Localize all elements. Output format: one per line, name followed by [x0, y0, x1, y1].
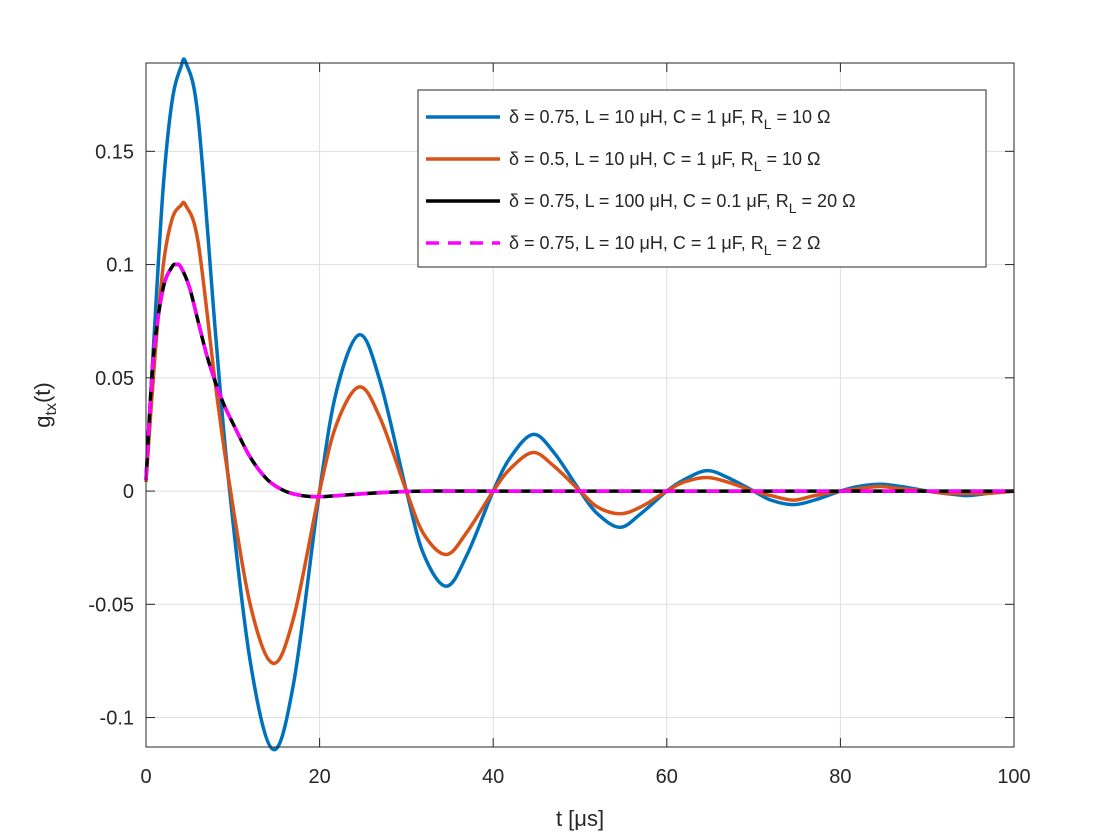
legend: δ = 0.75, L = 10 μH, C = 1 μF, RL = 10 Ω… — [417, 89, 987, 268]
series-layer — [144, 57, 1015, 752]
legend-label: δ = 0.75, L = 100 μH, C = 0.1 μF, RL = 2… — [509, 191, 856, 216]
y-tick-label: -0.05 — [88, 594, 134, 616]
legend-label-sub: L — [764, 242, 772, 258]
y-axis-label-post: (t) — [30, 382, 55, 403]
y-tick-label: 0.1 — [106, 255, 134, 277]
tick-labels: 0 20 40 60 80 100 -0.1 -0.05 0 0.05 0.1 0.15 — [88, 141, 1030, 788]
legend-label-sub: L — [764, 116, 772, 132]
axis-ticks — [145, 63, 1015, 747]
y-axis-label: gtx(t) — [30, 382, 60, 427]
x-tick-label: 40 — [482, 766, 504, 788]
legend-label-main: δ = 0.5, L = 10 μH, C = 1 μF, R — [509, 149, 754, 169]
x-tick-label: 20 — [308, 766, 330, 788]
y-tick-label: 0 — [123, 481, 134, 503]
legend-label-post: = 10 Ω — [762, 149, 821, 169]
legend-label-main: δ = 0.75, L = 100 μH, C = 0.1 μF, R — [509, 191, 789, 211]
legend-label-sub: L — [754, 158, 762, 174]
x-tick-label: 60 — [656, 766, 678, 788]
x-tick-label: 80 — [829, 766, 851, 788]
x-tick-label: 100 — [997, 766, 1030, 788]
legend-label-post: = 2 Ω — [772, 233, 821, 253]
legend-label-main: δ = 0.75, L = 10 μH, C = 1 μF, R — [509, 233, 764, 253]
legend-box — [417, 89, 987, 268]
legend-label: δ = 0.5, L = 10 μH, C = 1 μF, RL = 10 Ω — [509, 149, 821, 174]
y-axis-label-sub: tx — [43, 403, 60, 415]
legend-label-main: δ = 0.75, L = 10 μH, C = 1 μF, R — [509, 107, 764, 127]
legend-label: δ = 0.75, L = 10 μH, C = 1 μF, RL = 10 Ω — [509, 107, 831, 132]
plot-frame — [145, 62, 1015, 748]
legend-label-post: = 10 Ω — [772, 107, 831, 127]
y-tick-label: 0.15 — [95, 141, 134, 163]
y-tick-label: -0.1 — [100, 708, 134, 730]
y-tick-label: 0.05 — [95, 368, 134, 390]
legend-label-post: = 20 Ω — [797, 191, 856, 211]
legend-label-sub: L — [789, 200, 797, 216]
x-tick-label: 0 — [140, 766, 151, 788]
x-axis-label: t [μs] — [556, 806, 604, 831]
y-axis-label-main: g — [30, 415, 55, 427]
series-line-magenta — [144, 262, 1014, 499]
legend-label: δ = 0.75, L = 10 μH, C = 1 μF, RL = 2 Ω — [509, 233, 821, 258]
